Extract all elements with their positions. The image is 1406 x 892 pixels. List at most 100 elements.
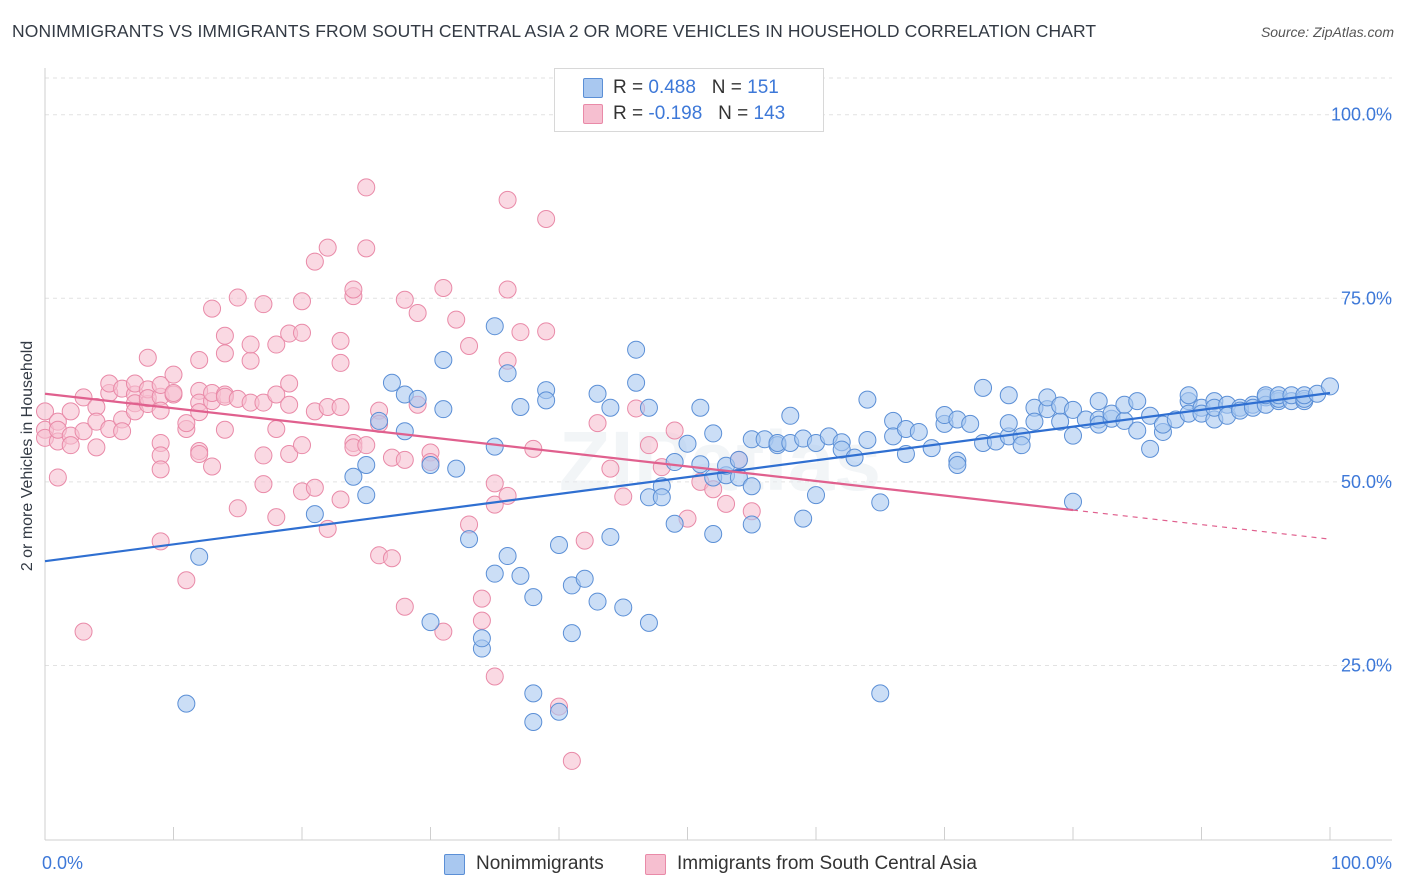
immigrants-point (305, 478, 324, 497)
nonimmigrants-point (537, 391, 556, 410)
nonimmigrants-point (1025, 412, 1044, 431)
nonimmigrants-point (832, 440, 851, 459)
nonimmigrants-point (550, 536, 568, 555)
nonimmigrants-point (627, 373, 646, 392)
legend-swatch-pink (583, 104, 603, 124)
nonimmigrants-point (357, 486, 376, 505)
immigrants-point (331, 331, 350, 350)
nonimmigrants-point (999, 414, 1018, 433)
immigrants-point (434, 279, 453, 298)
nonimmigrants-point (858, 390, 877, 409)
immigrants-point (113, 422, 132, 441)
immigrants-point (395, 450, 414, 469)
nonimmigrants-point (485, 317, 504, 336)
y-tick-label: 75.0% (1341, 288, 1392, 308)
immigrants-point (164, 384, 183, 403)
nonimmigrants-point (524, 712, 543, 731)
immigrants-point (382, 549, 401, 568)
immigrants-trend-extension (1072, 509, 1331, 540)
immigrants-point (61, 402, 80, 421)
nonimmigrants-point (704, 424, 723, 443)
immigrants-point (318, 238, 337, 257)
nonimmigrants-point (190, 547, 209, 566)
nonimmigrants-point (421, 455, 440, 474)
nonimmigrants-point (871, 684, 890, 703)
immigrants-point (408, 303, 427, 322)
immigrants-point (485, 474, 504, 493)
immigrants-point (434, 622, 453, 641)
legend-n-value: 151 (747, 77, 779, 98)
nonimmigrants-point (511, 397, 530, 416)
immigrants-point (203, 299, 222, 318)
nonimmigrants-point (845, 448, 864, 467)
nonimmigrants-point (652, 488, 671, 507)
immigrants-point (74, 422, 93, 441)
immigrants-point (717, 494, 736, 513)
trend-lines (44, 391, 1331, 563)
immigrants-point (485, 667, 504, 686)
nonimmigrants-point (999, 386, 1018, 405)
immigrants-point (357, 178, 376, 197)
legend-r-label: R = (613, 77, 644, 98)
immigrants-point (215, 326, 234, 345)
immigrants-point (48, 468, 67, 487)
chart-title: NONIMMIGRANTS VS IMMIGRANTS FROM SOUTH C… (12, 21, 1097, 41)
immigrants-point (344, 280, 363, 299)
nonimmigrants-point (1128, 421, 1147, 440)
immigrants-point (614, 487, 633, 506)
immigrants-point (267, 385, 286, 404)
immigrants-point (280, 444, 299, 463)
immigrants-point (331, 353, 350, 372)
immigrants-point (151, 401, 170, 420)
nonimmigrants-point (357, 455, 376, 474)
immigrants-point (241, 351, 260, 370)
nonimmigrants-point (871, 493, 890, 512)
immigrants-point (601, 459, 620, 478)
immigrants-point (472, 589, 491, 608)
immigrants-point (511, 323, 530, 342)
nonimmigrants-point (395, 422, 414, 441)
nonimmigrants-point (460, 530, 479, 549)
nonimmigrants-point (344, 467, 363, 486)
legend-swatch-blue (583, 78, 603, 98)
immigrants-point (357, 239, 376, 258)
nonimmigrants-point (729, 450, 748, 469)
nonimmigrants-point (382, 373, 401, 392)
immigrants-point (177, 571, 196, 590)
nonimmigrants-point (678, 434, 697, 453)
nonimmigrants-point (550, 702, 568, 721)
immigrants-point (215, 420, 234, 439)
nonimmigrants-point (447, 459, 466, 478)
nonimmigrants-point (1179, 386, 1198, 405)
nonimmigrants-point (524, 684, 543, 703)
immigrants-point (588, 414, 607, 433)
immigrants-point (305, 252, 324, 271)
nonimmigrants-point (781, 406, 800, 425)
x-tick-label: 0.0% (42, 853, 83, 873)
immigrants-point (498, 280, 517, 299)
immigrants-point (241, 335, 260, 354)
legend-n-value: 143 (753, 103, 786, 124)
immigrants-point (254, 475, 273, 494)
immigrants-point (228, 499, 247, 518)
immigrants-point (395, 597, 414, 616)
nonimmigrants-point (665, 453, 684, 472)
immigrants-point (190, 444, 209, 463)
immigrants-point (562, 751, 581, 770)
immigrants-point (267, 420, 286, 439)
nonimmigrants-point (627, 340, 646, 359)
nonimmigrants-point (434, 400, 453, 419)
nonimmigrants-point (691, 398, 710, 417)
nonimmigrants-point (742, 515, 761, 534)
nonimmigrants-point (370, 411, 389, 430)
immigrants-point (177, 414, 196, 433)
immigrants-point (74, 622, 93, 641)
immigrants-point (537, 209, 556, 228)
nonimmigrants-point (1064, 400, 1082, 419)
immigrants-point (537, 322, 556, 341)
bottom-legend-label: Immigrants from South Central Asia (677, 853, 977, 874)
tick-labels: 25.0% 50.0% 75.0% 100.0% 0.0% 100.0% (42, 105, 1392, 873)
y-tick-label: 50.0% (1341, 472, 1392, 492)
immigrants-point (138, 348, 157, 367)
nonimmigrants-point (691, 455, 710, 474)
